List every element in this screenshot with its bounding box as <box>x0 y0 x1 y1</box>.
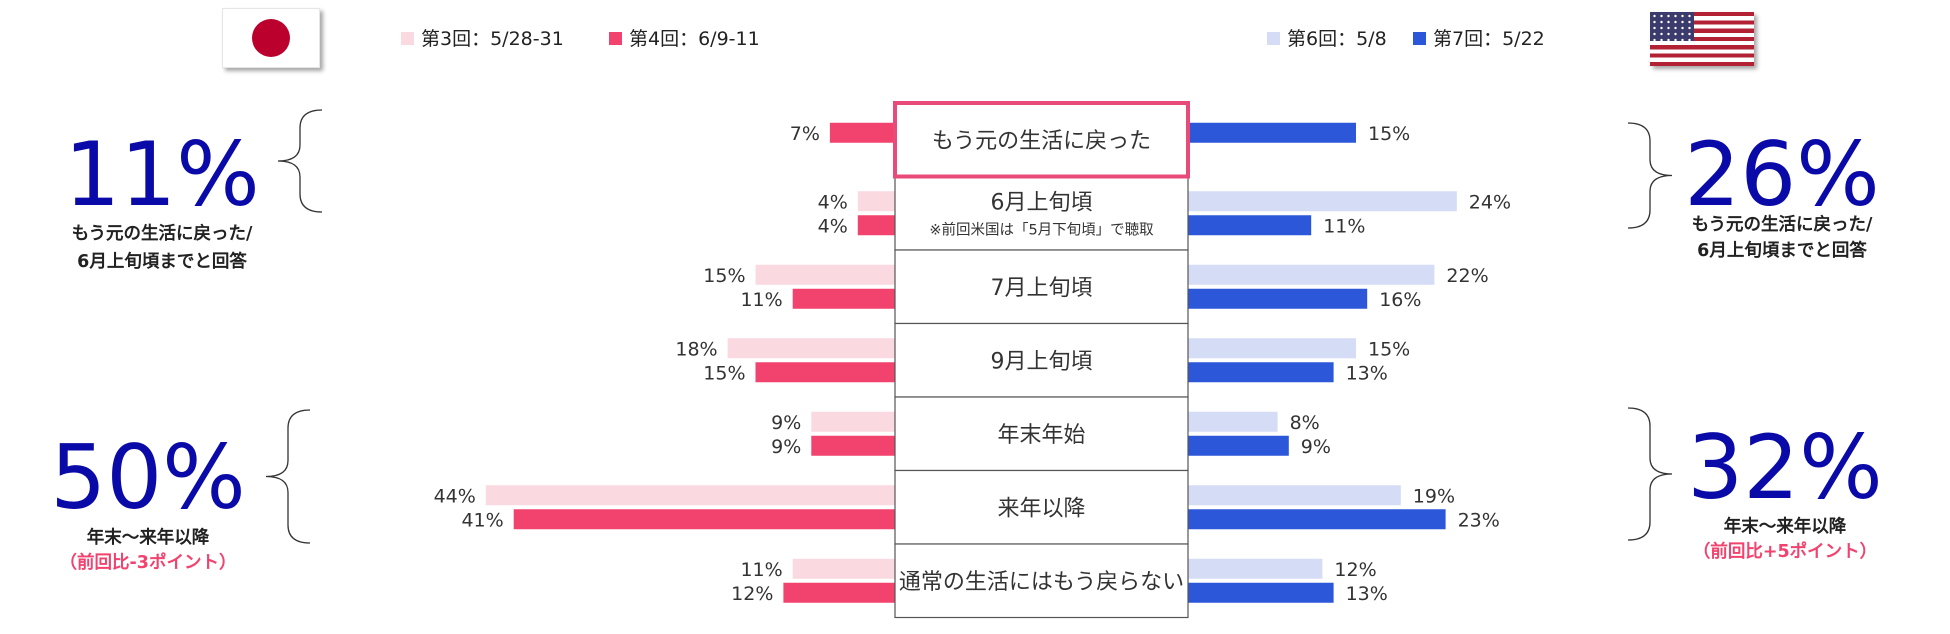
usa-bar <box>1188 264 1435 285</box>
usa-summary-note: （前回比+5ポイント） <box>1693 541 1877 562</box>
usa-data-label: 13% <box>1346 583 1388 605</box>
japan-data-label: 9% <box>771 412 801 434</box>
usa-bar <box>1188 362 1334 383</box>
japan-bar <box>792 558 895 579</box>
category-cell <box>894 249 1189 325</box>
usa-legend-label-1: 第6回：5/8 <box>1287 28 1387 50</box>
usa-summary-value: 32% <box>1687 416 1883 519</box>
usa-bar <box>1188 411 1278 432</box>
category-cell <box>894 396 1189 472</box>
japan-bar <box>755 362 895 383</box>
usa-bar <box>1188 288 1368 309</box>
usa-bar <box>1188 558 1323 579</box>
usa-data-label: 12% <box>1334 559 1376 581</box>
usa-bar <box>1188 338 1356 359</box>
usa-legend-swatch-1 <box>1267 32 1280 45</box>
japan-data-label: 11% <box>740 559 782 581</box>
japan-data-label: 15% <box>703 265 745 287</box>
usa-bar <box>1188 485 1401 506</box>
japan-bar <box>792 288 895 309</box>
category-label: 7月上旬頃 <box>991 276 1093 301</box>
usa-flag-icon <box>1650 12 1754 66</box>
japan-summary-value: 50% <box>50 426 246 529</box>
japan-data-label: 44% <box>434 485 476 507</box>
japan-data-label: 11% <box>740 289 782 311</box>
usa-data-label: 16% <box>1379 289 1421 311</box>
japan-legend-swatch-1 <box>401 32 414 45</box>
japan-summary-caption: 6月上旬頃までと回答 <box>77 251 247 272</box>
japan-bar <box>513 509 895 530</box>
usa-data-label: 22% <box>1446 265 1488 287</box>
usa-bar <box>1188 122 1356 143</box>
category-cell <box>894 543 1189 619</box>
usa-bar <box>1188 435 1289 456</box>
usa-legend-swatch-2 <box>1413 32 1426 45</box>
category-label: 来年以降 <box>997 496 1085 521</box>
usa-data-label: 19% <box>1413 485 1455 507</box>
usa-data-label: 11% <box>1323 215 1365 237</box>
usa-data-label: 8% <box>1290 412 1320 434</box>
japan-data-label: 12% <box>731 583 773 605</box>
japan-legend-label-1: 第3回：5/28-31 <box>421 28 564 50</box>
category-sublabel: ※前回米国は「5月下旬頃」で聴取 <box>929 222 1154 239</box>
usa-legend-label-2: 第7回：5/22 <box>1433 28 1545 50</box>
brace-icon <box>1627 122 1673 229</box>
japan-data-label: 18% <box>675 338 717 360</box>
usa-bar <box>1188 582 1334 603</box>
category-label: 9月上旬頃 <box>991 349 1093 374</box>
japan-data-label: 41% <box>461 509 503 531</box>
japan-bar <box>783 582 895 603</box>
japan-bar <box>857 191 895 212</box>
japan-flag-icon <box>222 8 320 68</box>
japan-legend-swatch-2 <box>609 32 622 45</box>
japan-bar <box>755 264 895 285</box>
usa-bar <box>1188 509 1446 530</box>
usa-bar <box>1188 191 1457 212</box>
brace-icon <box>1627 407 1673 541</box>
usa-data-label: 9% <box>1301 436 1331 458</box>
usa-summary-caption: 年末～来年以降 <box>1724 516 1847 537</box>
usa-summary-caption: 6月上旬頃までと回答 <box>1697 240 1867 261</box>
usa-data-label: 15% <box>1368 338 1410 360</box>
category-label: もう元の生活に戻った <box>932 129 1151 154</box>
japan-summary-note: （前回比-3ポイント） <box>60 552 237 573</box>
category-label: 通常の生活にはもう戻らない <box>899 570 1184 595</box>
japan-legend-label-2: 第4回：6/9-11 <box>629 28 760 50</box>
category-cell <box>894 469 1189 545</box>
japan-summary-value: 11% <box>64 123 260 226</box>
japan-bar <box>829 122 895 143</box>
japan-bar <box>811 411 895 432</box>
japan-bar <box>857 215 895 236</box>
japan-data-label: 7% <box>790 123 820 145</box>
brace-icon <box>277 109 323 213</box>
brace-icon <box>265 409 311 544</box>
japan-summary-caption: もう元の生活に戻った/ <box>72 223 253 244</box>
japan-bar <box>485 485 895 506</box>
category-cell <box>894 175 1189 251</box>
usa-summary-value: 26% <box>1684 123 1880 226</box>
usa-data-label: 15% <box>1368 123 1410 145</box>
category-label: 6月上旬頃 <box>991 191 1093 216</box>
usa-data-label: 23% <box>1458 509 1500 531</box>
japan-data-label: 4% <box>818 191 848 213</box>
japan-data-label: 15% <box>703 362 745 384</box>
category-cell <box>894 322 1189 398</box>
highlight-box <box>893 101 1190 179</box>
usa-data-label: 13% <box>1346 362 1388 384</box>
usa-summary-caption: もう元の生活に戻った/ <box>1692 214 1873 235</box>
japan-bar <box>811 435 895 456</box>
japan-data-label: 4% <box>818 215 848 237</box>
japan-data-label: 9% <box>771 436 801 458</box>
category-label: 年末年始 <box>997 423 1085 448</box>
usa-bar <box>1188 215 1312 236</box>
japan-bar <box>727 338 895 359</box>
usa-data-label: 24% <box>1469 191 1511 213</box>
japan-summary-caption: 年末～来年以降 <box>87 527 210 548</box>
